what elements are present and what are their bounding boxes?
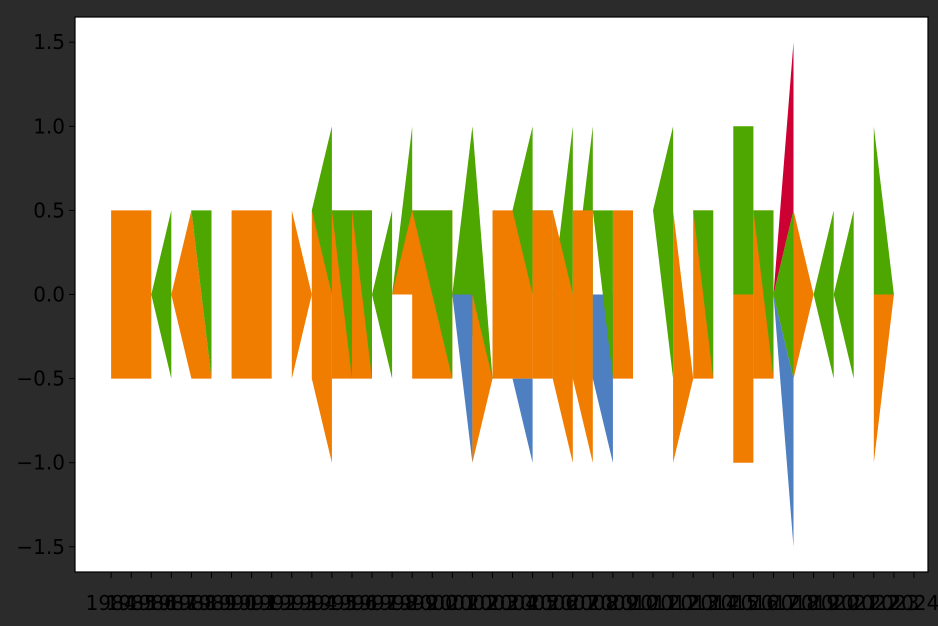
y-axis: −1.5 −1.0 −0.5 0.0 0.5 1.0 1.5 xyxy=(16,30,75,559)
area-region-green-45 xyxy=(873,126,894,295)
x-tick-label: 1995 xyxy=(306,591,357,615)
area-region-blue-41 xyxy=(773,294,794,547)
area-region-orange-18 xyxy=(472,294,493,463)
x-tick-label: 2009 xyxy=(587,591,638,615)
x-tick-label: 2017 xyxy=(748,591,799,615)
area-region-orange-0 xyxy=(111,210,152,379)
x-tick-label: 2024 xyxy=(888,591,938,615)
area-region-blue-28 xyxy=(592,294,613,463)
x-tick-label: 2005 xyxy=(507,591,558,615)
area-region-orange-23 xyxy=(532,210,553,379)
plot-area-frame xyxy=(74,16,929,573)
x-tick-label: 2012 xyxy=(648,591,699,615)
area-region-orange-42 xyxy=(793,210,814,379)
area-region-green-12 xyxy=(372,210,393,379)
x-tick-label: 2021 xyxy=(828,591,879,615)
area-region-green-31 xyxy=(653,126,674,379)
area-region-green-35 xyxy=(733,126,754,295)
x-tick-label: 1996 xyxy=(327,591,378,615)
area-region-orange-25 xyxy=(552,210,573,463)
x-tick-label: 1993 xyxy=(266,591,317,615)
x-tick-label: 1985 xyxy=(106,591,157,615)
y-tick-label: −1.5 xyxy=(16,535,65,559)
x-tick-label: 2016 xyxy=(728,591,779,615)
area-region-blue-17 xyxy=(452,294,473,463)
y-tick-label: 0.5 xyxy=(33,198,65,222)
x-tick-label: 2014 xyxy=(688,591,739,615)
y-tick-label: 0.0 xyxy=(33,283,65,307)
x-tick-label: 2006 xyxy=(527,591,578,615)
area-region-orange-5 xyxy=(291,210,312,379)
area-region-orange-32 xyxy=(673,210,694,463)
x-tick-label: 1989 xyxy=(186,591,237,615)
area-region-red-39 xyxy=(773,42,794,295)
area-region-green-34 xyxy=(693,210,714,379)
area-region-green-44 xyxy=(833,210,854,379)
area-region-orange-2 xyxy=(171,210,212,379)
x-tick-label: 2010 xyxy=(608,591,659,615)
x-tick-label: 1990 xyxy=(206,591,257,615)
y-tick-label: −1.0 xyxy=(16,451,65,475)
x-tick-label: 2023 xyxy=(868,591,919,615)
area-region-green-1 xyxy=(151,210,172,379)
x-tick-label: 2003 xyxy=(467,591,518,615)
x-tick-label: 1994 xyxy=(286,591,337,615)
y-tick-label: 1.5 xyxy=(33,30,65,54)
x-tick-label: 2013 xyxy=(668,591,719,615)
area-region-blue-21 xyxy=(512,378,533,463)
area-region-green-29 xyxy=(592,210,613,379)
area-region-orange-46 xyxy=(873,294,894,463)
x-tick-label: 1986 xyxy=(126,591,177,615)
area-region-green-20 xyxy=(512,126,533,295)
x-tick-label: 2001 xyxy=(427,591,478,615)
x-tick-label: 1988 xyxy=(166,591,217,615)
x-tick-label: 1998 xyxy=(367,591,418,615)
area-region-green-40 xyxy=(773,210,794,379)
area-region-green-7 xyxy=(311,126,332,295)
x-tick-label: 2018 xyxy=(768,591,819,615)
area-region-orange-27 xyxy=(572,210,593,463)
x-tick-label: 2004 xyxy=(487,591,538,615)
x-tick-label: 2002 xyxy=(447,591,498,615)
x-tick-label: 2022 xyxy=(848,591,899,615)
area-region-green-9 xyxy=(331,210,352,379)
x-tick-label: 2007 xyxy=(547,591,598,615)
area-region-orange-4 xyxy=(231,210,272,379)
area-region-green-11 xyxy=(352,210,372,379)
chart-marks xyxy=(111,42,894,547)
x-tick-label: 1984 xyxy=(86,591,137,615)
x-tick-label: 1997 xyxy=(347,591,398,615)
y-tick-label: 1.0 xyxy=(33,114,65,138)
x-tick-label: 2015 xyxy=(708,591,759,615)
x-axis: 1984198519861987198819891990199119921993… xyxy=(86,572,938,615)
x-tick-label: 2000 xyxy=(407,591,458,615)
area-region-green-3 xyxy=(191,210,212,379)
x-tick-label: 2011 xyxy=(628,591,679,615)
area-region-orange-36 xyxy=(733,294,754,463)
area-region-green-43 xyxy=(813,210,834,379)
area-region-green-38 xyxy=(753,210,774,379)
x-tick-label: 1991 xyxy=(226,591,277,615)
x-tick-label: 1992 xyxy=(246,591,297,615)
x-tick-label: 2019 xyxy=(788,591,839,615)
y-tick-label: −0.5 xyxy=(16,367,65,391)
area-region-green-15 xyxy=(412,210,453,379)
x-tick-label: 2020 xyxy=(808,591,859,615)
x-tick-label: 2008 xyxy=(567,591,618,615)
area-region-orange-30 xyxy=(612,210,633,379)
x-tick-label: 1999 xyxy=(387,591,438,615)
area-region-green-16 xyxy=(452,126,493,379)
x-tick-label: 1987 xyxy=(146,591,197,615)
